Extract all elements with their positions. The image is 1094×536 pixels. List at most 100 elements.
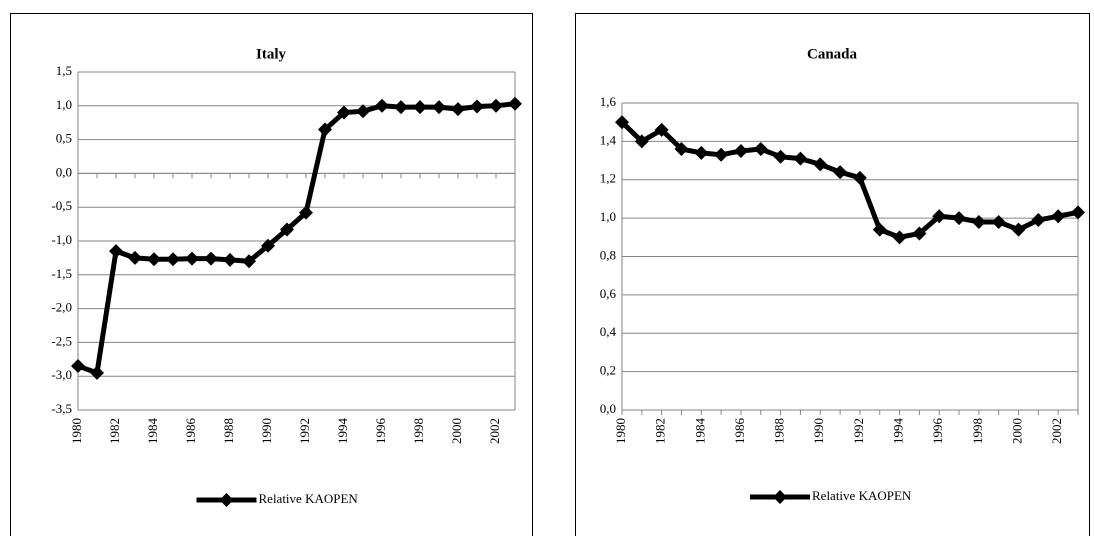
point-marker [204,251,218,266]
panel-border [575,13,1090,536]
point-marker [242,254,256,269]
point-marker [793,151,808,166]
x-tick-label: 2002 [487,418,502,444]
point-marker [261,238,275,253]
y-tick-label: 0,6 [600,286,617,301]
x-tick-label: 1988 [772,418,787,444]
y-tick-label: 1,0 [600,209,616,224]
x-tick-label: 1990 [811,418,826,444]
point-marker [128,250,142,265]
legend-marker [219,493,234,507]
x-tick-label: 1994 [335,418,350,445]
point-marker [833,165,848,180]
point-marker [109,244,123,259]
point-marker [733,143,748,158]
point-marker [1071,205,1085,220]
point-marker [432,100,446,115]
panel-border [10,13,533,536]
point-marker [615,115,629,130]
y-tick-label: -2,0 [51,300,72,315]
y-tick-label: 0,4 [600,324,617,339]
point-marker [991,214,1006,229]
point-marker [299,205,313,220]
point-marker [185,251,199,266]
x-tick-label: 1994 [891,418,906,445]
y-tick-label: 0,5 [56,131,72,146]
x-tick-label: 1982 [653,418,668,444]
point-marker [356,104,370,119]
point-marker [872,222,887,237]
y-tick-label: 1,4 [600,132,617,147]
legend-marker [773,490,787,504]
point-marker [952,211,967,226]
y-tick-label: -2,5 [51,333,72,348]
series-line [77,101,516,376]
x-tick-label: 1984 [692,418,707,445]
point-marker [394,100,408,115]
point-marker [470,99,484,114]
point-marker [318,122,332,137]
point-marker [280,222,294,237]
point-marker [375,98,389,113]
y-tick-label: 0,0 [56,164,72,179]
x-tick-label: 1998 [970,418,985,444]
legend-label: Relative KAOPEN [259,491,359,506]
x-tick-label: 1990 [259,418,274,444]
point-marker [1031,213,1046,228]
y-tick-label: 1,5 [56,63,72,78]
y-tick-label: -3,5 [51,401,72,416]
y-tick-label: 1,6 [600,94,617,109]
point-marker [90,365,104,380]
y-tick-label: -0,5 [51,198,72,213]
point-marker [773,149,788,164]
y-tick-label: 0,0 [600,401,616,416]
x-tick-label: 2000 [1010,418,1025,444]
point-marker [852,170,867,185]
x-tick-label: 1998 [411,418,426,444]
x-tick-label: 1980 [613,418,628,444]
chart-title: Italy [256,46,287,62]
point-marker [674,142,689,157]
x-tick-label: 1992 [297,418,312,444]
y-tick-label: 0,2 [600,363,616,378]
chart-title: Canada [807,46,858,62]
point-marker [694,145,709,160]
point-marker [166,252,180,267]
point-marker [892,230,907,245]
x-tick-label: 1984 [145,418,160,445]
x-tick-label: 1996 [930,418,945,445]
y-tick-label: -3,0 [51,367,72,382]
point-marker [654,122,669,137]
x-tick-label: 2000 [449,418,464,444]
x-tick-label: 1988 [221,418,236,444]
x-tick-label: 1986 [732,418,747,445]
y-tick-label: -1,5 [51,266,72,281]
point-marker [223,252,237,267]
point-marker [753,142,768,157]
point-marker [489,98,503,113]
x-tick-label: 1986 [183,418,198,445]
point-marker [813,157,828,172]
point-marker [71,359,85,374]
point-marker [971,214,986,229]
point-marker [413,100,427,115]
point-marker [337,105,351,120]
y-tick-label: 1,0 [56,97,72,112]
point-marker [1011,222,1026,237]
x-tick-label: 1996 [373,418,388,445]
x-tick-label: 1980 [69,418,84,444]
y-tick-label: -1,0 [51,232,72,247]
x-tick-label: 1982 [107,418,122,444]
x-tick-label: 2002 [1049,418,1064,444]
point-marker [634,134,649,149]
point-marker [912,226,927,241]
point-marker [451,102,465,117]
point-marker [714,147,729,162]
legend-label: Relative KAOPEN [812,488,912,503]
point-marker [508,96,522,111]
x-tick-label: 1992 [851,418,866,444]
point-marker [147,252,161,267]
y-tick-label: 0,8 [600,247,616,262]
